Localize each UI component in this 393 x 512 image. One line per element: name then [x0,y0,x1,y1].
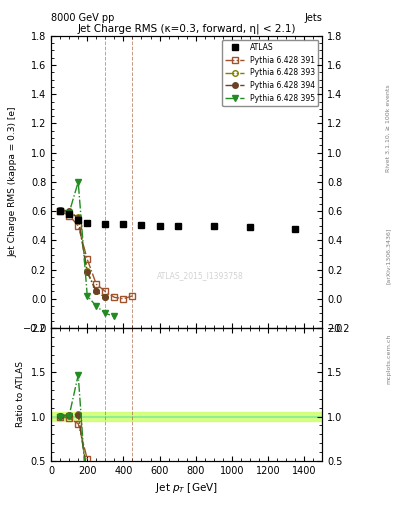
ATLAS [248,224,252,230]
ATLAS [293,226,298,232]
Pythia 6.428 395 [112,313,117,319]
Line: Pythia 6.428 391: Pythia 6.428 391 [57,208,135,302]
Pythia 6.428 394 [103,294,108,301]
Text: 8000 GeV pp: 8000 GeV pp [51,13,114,23]
Y-axis label: Ratio to ATLAS: Ratio to ATLAS [16,361,25,428]
Pythia 6.428 391 [67,212,72,219]
Line: ATLAS: ATLAS [57,208,299,232]
Pythia 6.428 395 [76,179,81,185]
ATLAS [211,223,216,229]
Pythia 6.428 393 [67,209,72,216]
Title: Jet Charge RMS (κ=0.3, forward, η| < 2.1): Jet Charge RMS (κ=0.3, forward, η| < 2.1… [77,24,296,34]
ATLAS [157,223,162,229]
ATLAS [76,217,81,223]
Pythia 6.428 391 [121,296,126,302]
ATLAS [85,220,90,226]
Pythia 6.428 393 [94,288,99,294]
ATLAS [58,208,62,214]
Pythia 6.428 391 [58,208,62,214]
Pythia 6.428 391 [130,293,135,299]
Text: Rivet 3.1.10, ≥ 100k events: Rivet 3.1.10, ≥ 100k events [386,84,391,172]
Text: Jets: Jets [305,13,322,23]
Text: ATLAS_2015_I1393758: ATLAS_2015_I1393758 [157,271,244,280]
Pythia 6.428 394 [67,208,72,214]
Text: mcplots.cern.ch: mcplots.cern.ch [386,333,391,383]
Pythia 6.428 393 [76,214,81,220]
Pythia 6.428 394 [94,288,99,294]
Line: Pythia 6.428 395: Pythia 6.428 395 [57,179,117,319]
Pythia 6.428 391 [103,288,108,294]
Pythia 6.428 393 [85,268,90,274]
ATLAS [67,211,72,217]
ATLAS [121,221,126,227]
Pythia 6.428 395 [67,209,72,216]
Pythia 6.428 394 [85,269,90,275]
Text: [arXiv:1306.3436]: [arXiv:1306.3436] [386,228,391,284]
Pythia 6.428 395 [85,293,90,299]
Pythia 6.428 394 [58,207,62,213]
ATLAS [175,223,180,229]
Pythia 6.428 391 [85,257,90,263]
ATLAS [139,222,144,228]
Pythia 6.428 393 [103,294,108,301]
Pythia 6.428 393 [58,207,62,213]
Legend: ATLAS, Pythia 6.428 391, Pythia 6.428 393, Pythia 6.428 394, Pythia 6.428 395: ATLAS, Pythia 6.428 391, Pythia 6.428 39… [222,39,318,106]
Pythia 6.428 395 [103,310,108,316]
Y-axis label: Jet Charge RMS (kappa = 0.3) [e]: Jet Charge RMS (kappa = 0.3) [e] [8,106,17,257]
Pythia 6.428 391 [94,281,99,287]
Pythia 6.428 391 [112,294,117,301]
Pythia 6.428 395 [58,208,62,214]
Pythia 6.428 395 [94,303,99,309]
X-axis label: Jet $p_T$ [GeV]: Jet $p_T$ [GeV] [155,481,218,495]
Pythia 6.428 391 [76,223,81,229]
Pythia 6.428 394 [76,216,81,222]
ATLAS [103,221,108,227]
Line: Pythia 6.428 393: Pythia 6.428 393 [57,207,108,300]
Line: Pythia 6.428 394: Pythia 6.428 394 [57,207,108,300]
